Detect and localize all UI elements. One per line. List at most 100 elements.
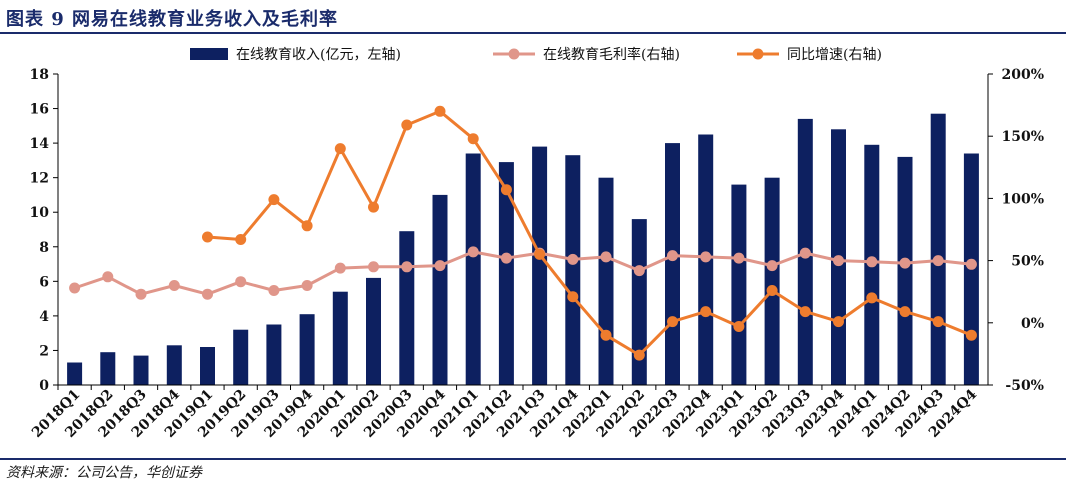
legend-item-gross-margin: 在线教育毛利率(右轴) [493,46,680,63]
bar-2021Q3 [532,146,548,385]
left-tick-label: 12 [30,171,49,187]
left-tick-label: 14 [30,136,50,152]
bar-2022Q1 [598,177,614,385]
bar-2023Q1 [731,184,747,385]
gross-margin-point-2020Q2 [368,261,379,273]
left-tick-label: 4 [39,309,49,325]
yoy-growth-point-2019Q4 [301,220,313,232]
header-rule [0,32,1066,34]
gross-margin-point-2018Q4 [168,280,180,291]
gross-margin-point-2021Q4 [567,253,579,265]
gross-margin-point-2020Q4 [434,260,446,272]
gross-margin-point-2020Q3 [401,261,413,273]
figure-title: 图表 9 网易在线教育业务收入及毛利率 [6,9,339,30]
yoy-growth-point-2023Q1 [733,321,745,332]
bar-2023Q2 [764,177,780,385]
left-tick-label: 0 [39,378,49,394]
legend-item-revenue: 在线教育收入(亿元，左轴) [190,47,401,63]
yoy-growth-point-2020Q3 [401,119,413,131]
right-tick-label: 50% [1011,254,1044,270]
gross-margin-point-2024Q2 [899,257,911,269]
bar-2018Q3 [133,355,149,385]
gross-margin-point-2018Q2 [102,271,114,283]
chart-legend: 在线教育收入(亿元，左轴) 在线教育毛利率(右轴) 同比增速(右轴) [190,46,882,63]
left-tick-label: 6 [39,274,49,290]
legend-label: 在线教育毛利率(右轴) [543,46,680,63]
left-tick-label: 10 [30,205,50,221]
gross-margin-point-2019Q1 [202,288,213,300]
yoy-growth-point-2022Q3 [667,316,678,328]
legend-swatch-marker [508,48,520,60]
bar-2021Q4 [565,155,581,385]
yoy-growth-point-2023Q2 [766,285,778,296]
yoy-growth-point-2024Q3 [932,316,944,328]
bar-2018Q4 [166,345,182,385]
gross-margin-point-2022Q3 [667,250,678,262]
left-tick-label: 2 [39,343,49,359]
yoy-growth-point-2019Q3 [268,194,280,206]
bar-2019Q1 [200,347,215,385]
gross-margin-point-2021Q2 [500,252,512,264]
bar-2020Q1 [332,291,348,385]
yoy-growth-point-2020Q1 [334,143,346,155]
yoy-growth-point-2024Q1 [866,292,878,304]
bar-2020Q2 [366,277,381,385]
bar-2019Q4 [299,314,315,385]
left-tick-label: 8 [39,240,49,256]
gross-margin-line [74,250,972,296]
yoy-growth-point-2021Q2 [500,184,512,196]
gross-margin-point-2023Q3 [799,247,811,259]
right-tick-label: 150% [1001,129,1044,145]
gross-margin-point-2020Q1 [334,262,346,274]
right-tick-label: 100% [1001,191,1044,207]
gross-margin-point-2023Q4 [833,255,844,267]
bar-2020Q3 [399,231,415,385]
line-series [69,105,977,361]
yoy-growth-point-2019Q2 [235,234,247,245]
gross-margin-point-2018Q1 [69,282,81,294]
bar-2019Q3 [266,324,282,385]
bar-2021Q1 [465,153,481,385]
left-tick-label: 18 [30,67,49,83]
bar-2020Q4 [432,194,448,385]
yoy-growth-point-2022Q4 [700,306,712,318]
gross-margin-point-2024Q3 [932,255,944,267]
gross-margin-point-2022Q1 [600,251,612,263]
gross-margin-point-2018Q3 [135,288,147,300]
yoy-growth-point-2021Q3 [534,248,546,260]
source-note: 资料来源：公司公告，华创证券 [6,465,202,481]
bar-2024Q2 [897,156,913,385]
legend-item-yoy-growth: 同比增速(右轴) [737,47,882,63]
bar-2018Q2 [100,352,116,385]
gross-margin-point-2019Q2 [235,276,247,288]
yoy-growth-line [207,109,972,357]
bar-2018Q1 [67,362,83,385]
legend-swatch-marker [752,48,764,60]
gross-margin-point-2022Q4 [700,251,712,263]
figure-header: 图表 9 网易在线教育业务收入及毛利率 [0,0,1066,34]
left-tick-label: 16 [30,102,49,118]
right-tick-label: 0% [1021,316,1044,332]
x-axis-labels: 2018Q12018Q22018Q32018Q42019Q12019Q22019… [29,386,980,441]
footer-rule [0,458,1066,460]
gross-margin-point-2024Q1 [866,256,878,268]
bar-2021Q2 [498,162,514,385]
yoy-growth-point-2023Q3 [799,306,811,318]
bar-2024Q3 [930,113,946,385]
bar-2022Q3 [665,143,680,385]
yoy-growth-point-2020Q2 [368,201,379,213]
yoy-growth-point-2022Q1 [600,329,612,341]
legend-label: 在线教育收入(亿元，左轴) [236,47,401,63]
gross-margin-point-2022Q2 [633,265,645,277]
gross-margin-point-2024Q4 [965,258,977,270]
gross-margin-point-2023Q2 [766,260,778,272]
legend-swatch-bar [190,48,228,60]
bar-2019Q2 [233,329,249,385]
gross-margin-point-2021Q1 [467,246,479,258]
right-tick-label: -50% [1005,378,1044,394]
right-tick-label: 200% [1001,67,1044,83]
yoy-growth-point-2020Q4 [434,105,446,117]
gross-margin-point-2023Q1 [733,252,745,264]
yoy-growth-point-2024Q4 [965,329,977,341]
yoy-growth-point-2023Q4 [833,316,844,328]
